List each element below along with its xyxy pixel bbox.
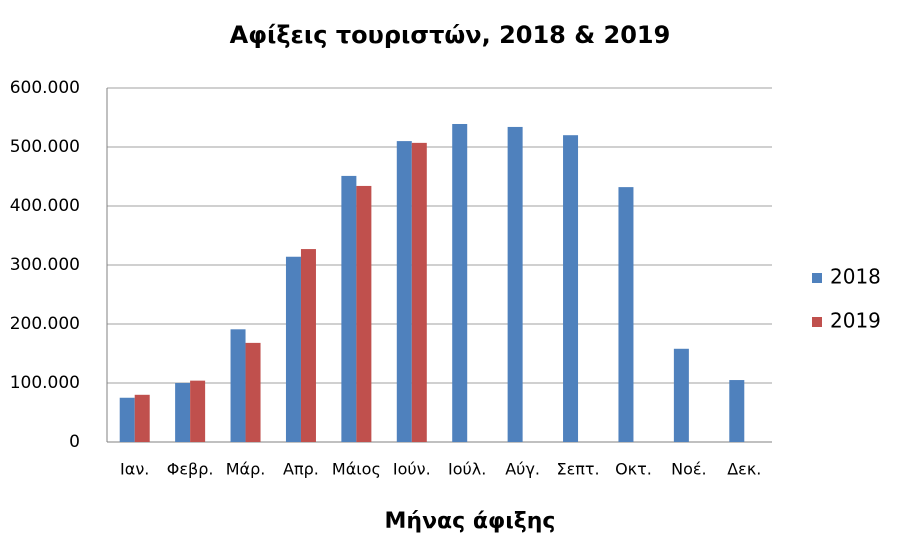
- x-tick-label: Ιούλ.: [448, 460, 486, 479]
- x-tick-label: Σεπτ.: [556, 460, 599, 479]
- x-tick-label: Δεκ.: [727, 460, 761, 479]
- bar: [134, 394, 150, 442]
- x-tick-label: Απρ.: [283, 460, 319, 479]
- bar: [190, 380, 206, 442]
- x-tick-label: Αύγ.: [505, 460, 540, 479]
- y-tick-label: 500.000: [10, 137, 80, 157]
- x-axis-title: Μήνας άφιξης: [385, 509, 556, 534]
- legend-label: 2019: [830, 309, 881, 333]
- x-tick-label: Μάρ.: [226, 460, 266, 479]
- y-tick-label: 200.000: [10, 314, 80, 334]
- y-tick-label: 100.000: [10, 373, 80, 393]
- x-tick-label: Νοέ.: [671, 460, 707, 479]
- legend-swatch: [812, 317, 822, 327]
- bar: [729, 380, 745, 442]
- bar: [175, 383, 191, 442]
- bar: [300, 249, 316, 442]
- bar: [618, 187, 634, 442]
- legend-label: 2018: [830, 265, 881, 289]
- x-tick-label: Ιούν.: [393, 460, 431, 479]
- y-tick-label: 0: [69, 432, 80, 452]
- bar: [285, 256, 301, 442]
- bar: [411, 142, 427, 442]
- bar: [673, 348, 689, 442]
- x-tick-label: Ιαν.: [120, 460, 149, 479]
- bar: [507, 126, 523, 442]
- legend-swatch: [812, 273, 822, 283]
- chart-title: Αφίξεις τουριστών, 2018 & 2019: [230, 21, 671, 49]
- bar: [356, 185, 372, 442]
- x-tick-label: Οκτ.: [615, 460, 652, 479]
- bar: [230, 329, 246, 442]
- x-tick-label: Μάιος: [332, 460, 381, 479]
- bar: [341, 175, 357, 442]
- y-tick-label: 300.000: [10, 255, 80, 275]
- y-tick-label: 600.000: [10, 78, 80, 98]
- bar: [452, 123, 468, 443]
- y-tick-label: 400.000: [10, 196, 80, 216]
- x-tick-label: Φεβρ.: [167, 460, 214, 479]
- bar: [245, 342, 261, 442]
- bar: [563, 135, 579, 442]
- bar: [396, 141, 412, 442]
- bar: [119, 397, 135, 442]
